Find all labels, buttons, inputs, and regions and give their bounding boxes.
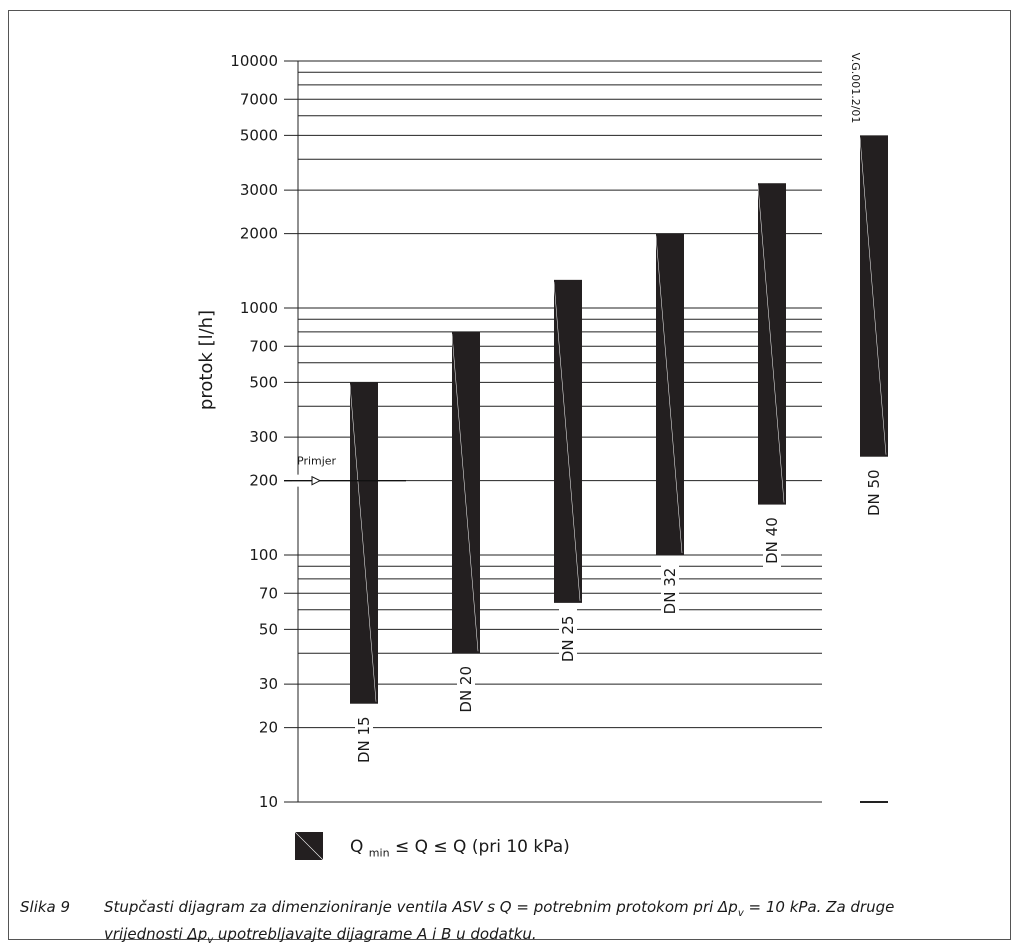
- example-arrow-icon: [311, 475, 322, 486]
- bar-diagonal: [859, 137, 887, 455]
- caption-line2-sub: v: [207, 935, 214, 946]
- y-tick-label: 1000: [240, 299, 278, 317]
- example-label: Primjer: [297, 455, 337, 468]
- range-bar: [452, 331, 480, 654]
- y-tick-label: 500: [249, 373, 278, 391]
- range-bar: [758, 183, 786, 505]
- y-tick-label: 200: [249, 472, 278, 490]
- bar-label: DN 20: [457, 666, 475, 713]
- y-tick-label: 10000: [230, 52, 278, 70]
- figure-frame: [8, 10, 1011, 940]
- bar-diagonal: [553, 281, 581, 601]
- bar-label: DN 32: [661, 568, 679, 615]
- label-gap: [661, 559, 679, 623]
- label-gap: [355, 707, 373, 772]
- bar-label: DN 25: [559, 616, 577, 663]
- label-gap: [763, 508, 781, 573]
- caption-line1-b: = 10 kPa. Za druge: [743, 898, 895, 916]
- legend-rest: ≤ Q ≤ Q (pri 10 kPa): [394, 837, 570, 857]
- bar-chart: 10 20 30 50 70 100 200 300 500 700 1000 2000 3000 500…: [196, 52, 888, 811]
- caption-line1-a: Stupčasti dijagram za dimenzioniranje ve…: [104, 898, 738, 916]
- y-tick-label: 50: [259, 620, 278, 638]
- y-axis-label: protok [l/h]: [196, 310, 217, 410]
- caption-number: Slika 9: [20, 898, 71, 916]
- range-bar: [554, 279, 582, 603]
- y-tick-label: 20: [259, 719, 278, 737]
- example-marker: Primjer: [284, 455, 406, 487]
- caption-line2-b: upotrebljavajte dijagrame A i B u dodatk…: [213, 925, 537, 943]
- caption-line1-sub: v: [737, 908, 744, 919]
- range-bar: [350, 382, 378, 704]
- y-tick-label: 7000: [240, 90, 278, 108]
- bar-diagonal: [655, 235, 683, 554]
- legend-q: Q: [350, 837, 364, 857]
- bar-label: DN 40: [763, 517, 781, 564]
- label-gap: [865, 460, 883, 525]
- legend-swatch: [295, 832, 324, 861]
- range-bar: [860, 135, 888, 457]
- legend-label: Q min ≤ Q ≤ Q (pri 10 kPa): [350, 837, 570, 859]
- label-gap: [559, 606, 577, 671]
- caption-text: Stupčasti dijagram za dimenzioniranje ve…: [104, 897, 999, 951]
- y-tick-label: 70: [259, 584, 278, 602]
- bar-diagonal: [349, 384, 377, 702]
- bars: [349, 135, 888, 803]
- bar-labels: DN 15 DN 20 DN 25 DN 32 DN 40 DN 50: [355, 460, 883, 772]
- label-gap: [457, 657, 475, 722]
- legend-min-sub: min: [368, 846, 390, 860]
- y-tick-label: 3000: [240, 181, 278, 199]
- figure-code: V.G.001.2/01: [849, 53, 862, 124]
- bar-label: DN 15: [355, 716, 373, 763]
- y-axis: 10 20 30 50 70 100 200 300 500 700 1000 2000 3000 500…: [230, 52, 299, 811]
- range-bar: [656, 233, 684, 556]
- bar-label: DN 50: [865, 469, 883, 516]
- y-tick-label: 700: [249, 337, 278, 355]
- bar-diagonal: [757, 185, 785, 503]
- y-tick-label: 2000: [240, 225, 278, 243]
- bar-diagonal: [451, 333, 479, 652]
- y-tick-label: 300: [249, 428, 278, 446]
- y-tick-label: 100: [249, 546, 278, 564]
- y-tick-label: 5000: [240, 126, 278, 144]
- caption-line2-a: vrijednosti Δp: [104, 925, 208, 943]
- y-tick-label: 10: [259, 793, 278, 811]
- y-tick-label: 30: [259, 675, 278, 693]
